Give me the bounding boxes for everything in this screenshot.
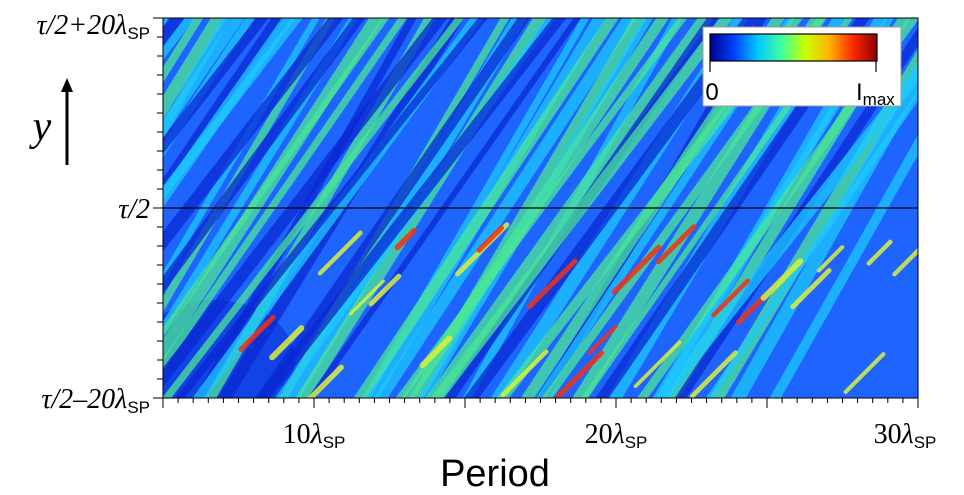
heatmap-band (163, 18, 269, 155)
heatmap-band (163, 18, 448, 388)
colorbar-max-main: I (856, 79, 863, 106)
x-axis-ticks (162, 398, 919, 408)
y-tick-label: τ/2+20λSP (36, 10, 150, 43)
y-tick-symbol: λ (114, 384, 127, 415)
heatmap-band (163, 18, 170, 27)
heatmap-hotspot (476, 225, 504, 253)
heatmap-band (163, 18, 195, 61)
heatmap-hotspot (238, 314, 276, 352)
y-tick-symbol: λ (114, 10, 127, 41)
heatmap-hotspot (368, 273, 402, 307)
y-axis-arrowhead (61, 78, 73, 92)
heatmap-band (163, 18, 245, 139)
colorbar-max-label: Imax (856, 79, 895, 109)
x-tick-symbol: λ (901, 419, 914, 450)
x-tick-value: 20 (585, 419, 613, 450)
heatmap-hotspot (317, 230, 363, 276)
heatmap-hotspot (655, 224, 697, 265)
heatmap-band (163, 18, 359, 338)
heatmap-band (163, 18, 344, 252)
heatmap-band (163, 18, 408, 372)
y-tick-label: τ/2–20λSP (41, 384, 150, 417)
x-tick-value: 10 (283, 419, 311, 450)
heatmap-hotspot (269, 325, 305, 361)
x-tick-labels: 10λSP 20λSP 30λSP (283, 419, 937, 452)
heatmap-band (163, 18, 204, 83)
y-tick-value: τ/2–20 (41, 384, 115, 415)
x-tick-value: 30 (874, 419, 902, 450)
colorbar-scale (709, 33, 878, 62)
heatmap-hotspot (611, 244, 662, 295)
heatmap-hotspot (735, 295, 766, 326)
x-tick-label: 30λSP (874, 419, 937, 452)
heatmap-hotspot (760, 258, 804, 301)
heatmap-band (653, 63, 918, 398)
heatmap-hotspot (633, 340, 682, 389)
heatmap-hotspot (866, 239, 893, 266)
heatmap-band (705, 90, 918, 398)
heatmap-band (163, 18, 303, 200)
x-axis-label: Period (440, 453, 550, 495)
y-tick-subscript: SP (127, 398, 150, 417)
x-tick-subscript: SP (914, 433, 937, 452)
heatmap-hotspot (587, 324, 618, 355)
x-tick-subscript: SP (625, 433, 648, 452)
x-tick-label: 10λSP (283, 419, 346, 452)
heatmap-hotspot (527, 258, 578, 310)
heatmap-band (163, 18, 390, 338)
y-tick-value: τ/2+20 (36, 10, 115, 41)
heatmap-band (163, 18, 296, 208)
y-tick-label: τ/2 (118, 194, 150, 225)
colorbar-legend: 0 Imax (702, 26, 902, 109)
colorbar-max-sub: max (863, 90, 896, 109)
colorbar-min-label: 0 (705, 79, 718, 106)
y-tick-subscript: SP (127, 24, 150, 43)
heatmap-hotspot (348, 279, 385, 316)
y-axis-label: y (29, 104, 52, 150)
heatmap-band (730, 65, 918, 398)
heatmap-band (769, 134, 918, 398)
heatmap-hotspot (689, 350, 738, 398)
heatmap-hotspot (790, 267, 832, 310)
heatmap-band (163, 18, 336, 312)
heatmap-hotspot (419, 335, 453, 369)
heatmap-hotspot (711, 278, 751, 318)
y-tick-value: τ/2 (118, 194, 150, 225)
heatmap-band (163, 18, 366, 294)
y-axis-ticks (153, 17, 163, 399)
x-tick-symbol: λ (612, 419, 625, 450)
heatmap-hotspot (816, 245, 845, 273)
heatmap-hotspot (306, 364, 344, 398)
heatmap-hotspot (892, 247, 918, 277)
heatmap-hotspot (500, 349, 549, 398)
x-tick-label: 20λSP (585, 419, 648, 452)
heatmap-hotspot (843, 352, 886, 394)
heatmap-band (163, 18, 384, 362)
heatmap-hotspot (394, 228, 417, 251)
x-tick-subscript: SP (323, 433, 346, 452)
x-tick-symbol: λ (310, 419, 323, 450)
heatmap-hotspot (555, 350, 605, 398)
